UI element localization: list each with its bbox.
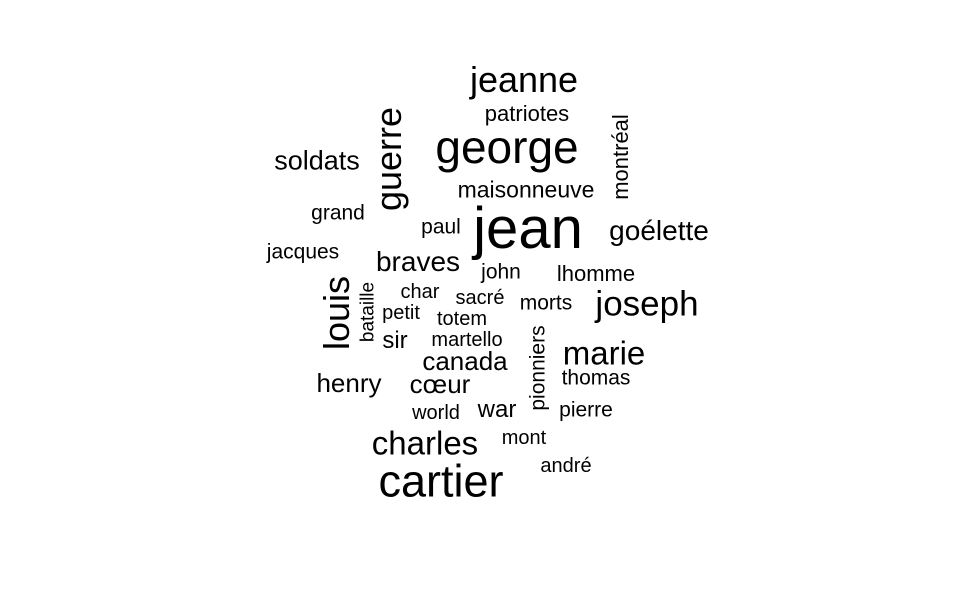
word-montreal: montréal xyxy=(608,114,633,200)
word-patriotes: patriotes xyxy=(484,101,570,126)
word-pionniers: pionniers xyxy=(526,325,550,411)
word-cartier: cartier xyxy=(378,455,504,507)
word-marie: marie xyxy=(562,334,646,372)
word-war: war xyxy=(477,396,517,423)
word-totem: totem xyxy=(436,308,488,330)
word-mont: mont xyxy=(501,427,547,449)
word-world: world xyxy=(412,402,460,424)
word-goelette: goélette xyxy=(609,215,709,246)
word-charles: charles xyxy=(371,424,479,462)
word-jean: jean xyxy=(473,196,583,261)
word-henry: henry xyxy=(316,368,382,398)
word-jeanne: jeanne xyxy=(469,59,579,100)
word-coeur: cœur xyxy=(409,369,471,399)
word-morts: morts xyxy=(519,291,573,315)
word-braves: braves xyxy=(375,246,461,277)
word-guerre: guerre xyxy=(368,106,409,212)
word-maisonneuve: maisonneuve xyxy=(457,176,595,203)
word-petit: petit xyxy=(382,302,420,324)
word-sacre: sacré xyxy=(455,287,505,309)
word-pierre: pierre xyxy=(559,398,613,422)
word-john: john xyxy=(481,260,521,284)
word-andre: andré xyxy=(540,455,592,477)
word-char: char xyxy=(400,281,440,303)
word-sir: sir xyxy=(382,327,408,354)
word-jacques: jacques xyxy=(266,240,340,264)
word-bataille: bataille xyxy=(357,281,379,343)
word-joseph: joseph xyxy=(595,284,699,324)
word-louis: louis xyxy=(316,275,357,351)
word-martello: martello xyxy=(431,329,503,351)
word-thomas: thomas xyxy=(561,366,631,390)
word-canada: canada xyxy=(422,346,508,376)
word-paul: paul xyxy=(421,215,461,239)
word-grand: grand xyxy=(311,201,365,225)
word-soldats: soldats xyxy=(274,145,360,176)
word-lhomme: lhomme xyxy=(556,261,636,286)
word-george: george xyxy=(435,121,579,173)
